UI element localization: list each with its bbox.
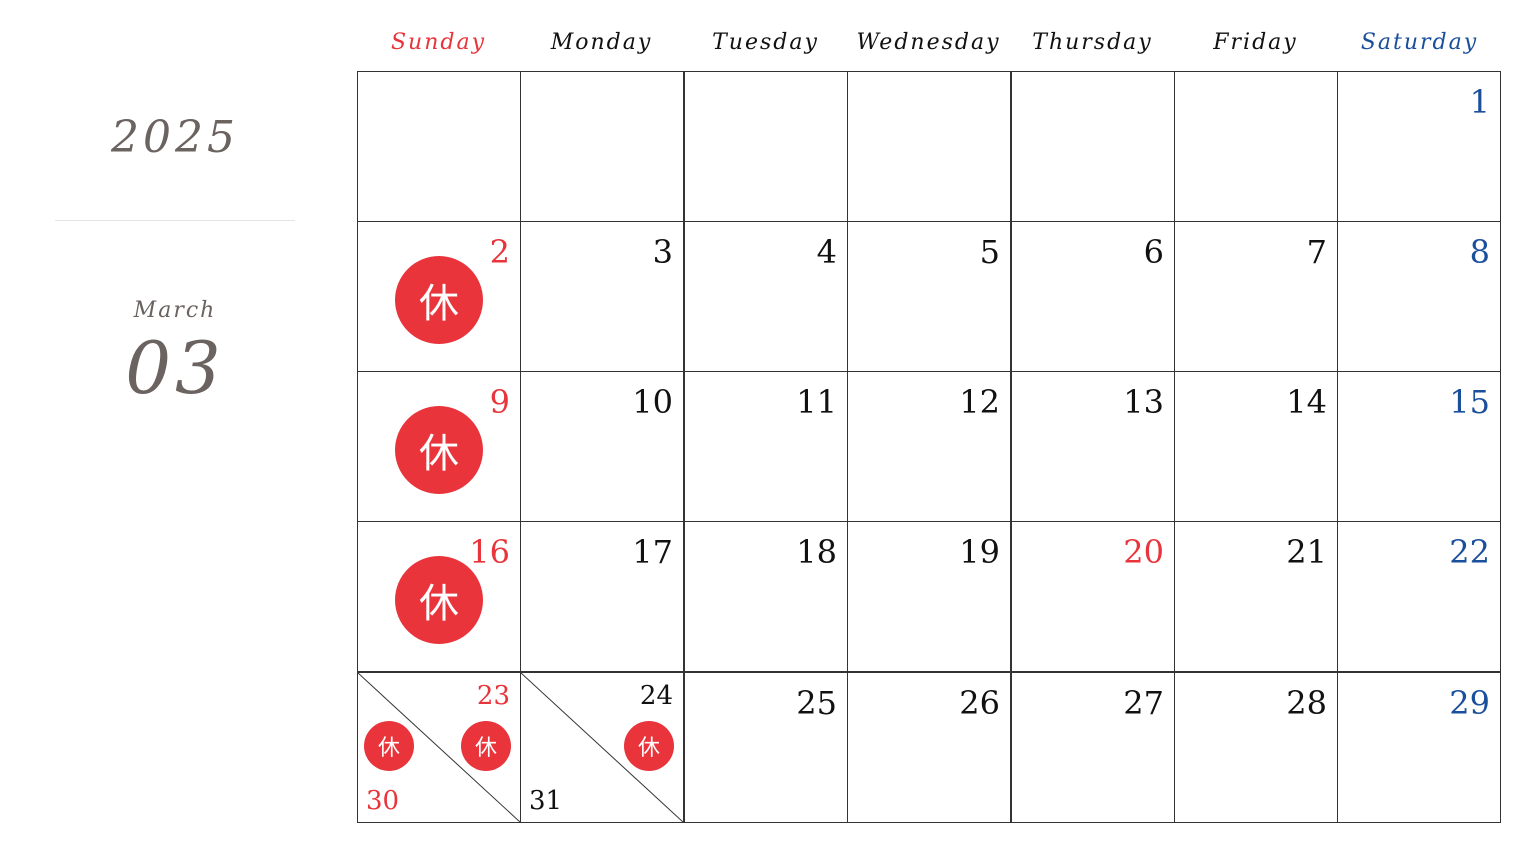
day-number: 6 (1143, 233, 1164, 271)
weekday-header-row: Sunday Monday Tuesday Wednesday Thursday… (357, 30, 1501, 66)
day-cell[interactable]: 12 (847, 371, 1011, 522)
month-number-label: 03 (125, 326, 225, 410)
day-number: 11 (796, 383, 837, 421)
closed-day-icon: 休 (395, 556, 483, 644)
closed-day-icon: 休 (395, 256, 483, 344)
day-number: 9 (489, 383, 510, 421)
day-cell[interactable]: 21 (1174, 521, 1338, 672)
day-number: 3 (652, 233, 673, 271)
weekday-saturday: Saturday (1360, 30, 1479, 55)
day-cell[interactable]: 15 (1337, 371, 1501, 522)
day-number: 10 (632, 383, 673, 421)
day-cell[interactable]: 5 (847, 221, 1011, 372)
day-cell[interactable]: 18 (684, 521, 848, 672)
day-cell[interactable] (1174, 71, 1338, 222)
day-cell[interactable]: 24 31 休 (520, 672, 684, 823)
day-number: 16 (469, 533, 510, 571)
day-cell[interactable]: 6 (1011, 221, 1175, 372)
weekday-wednesday: Wednesday (856, 30, 1001, 55)
day-cell[interactable]: 14 (1174, 371, 1338, 522)
divider (55, 220, 295, 221)
day-number: 25 (796, 684, 837, 722)
day-cell[interactable]: 17 (520, 521, 684, 672)
weekday-sunday: Sunday (390, 30, 487, 55)
day-number: 19 (959, 533, 1000, 571)
day-number: 26 (959, 684, 1000, 722)
day-cell[interactable]: 10 (520, 371, 684, 522)
day-number: 8 (1469, 233, 1490, 271)
day-cell[interactable]: 19 (847, 521, 1011, 672)
day-cell[interactable] (520, 71, 684, 222)
day-number-bottom: 30 (366, 786, 400, 816)
day-number: 28 (1286, 684, 1327, 722)
day-cell[interactable]: 16 休 (357, 521, 521, 672)
day-number: 4 (816, 233, 837, 271)
day-number: 14 (1286, 383, 1327, 421)
day-cell[interactable]: 28 (1174, 672, 1338, 823)
day-cell[interactable]: 11 (684, 371, 848, 522)
calendar-grid: 1 2 休 3 4 5 6 7 8 9 休 10 11 12 13 14 15 16 休 17 18 19 20 21 22 23… (357, 71, 1501, 823)
day-cell[interactable]: 22 (1337, 521, 1501, 672)
day-cell[interactable] (847, 71, 1011, 222)
day-number-bottom: 31 (529, 786, 563, 816)
day-cell[interactable] (1011, 71, 1175, 222)
day-number: 15 (1449, 383, 1490, 421)
day-number: 21 (1286, 533, 1327, 571)
day-cell[interactable] (684, 71, 848, 222)
day-number: 7 (1306, 233, 1327, 271)
day-cell[interactable]: 25 (684, 672, 848, 823)
day-cell[interactable] (357, 71, 521, 222)
day-cell[interactable]: 29 (1337, 672, 1501, 823)
day-cell[interactable]: 7 (1174, 221, 1338, 372)
day-number: 1 (1469, 83, 1490, 121)
day-number: 17 (632, 533, 673, 571)
month-name-label: March (133, 298, 217, 323)
day-number: 29 (1449, 684, 1490, 722)
weekday-tuesday: Tuesday (712, 30, 819, 55)
weekday-thursday: Thursday (1032, 30, 1153, 55)
weekday-monday: Monday (550, 30, 653, 55)
day-number-top: 24 (639, 681, 673, 711)
closed-day-icon: 休 (624, 721, 674, 771)
day-cell[interactable]: 3 (520, 221, 684, 372)
closed-day-icon: 休 (395, 406, 483, 494)
weekday-friday: Friday (1213, 30, 1298, 55)
day-number: 12 (959, 383, 1000, 421)
year-label: 2025 (111, 112, 239, 163)
day-cell[interactable]: 23 30 休休 (357, 672, 521, 823)
day-cell[interactable]: 1 (1337, 71, 1501, 222)
day-number: 27 (1123, 684, 1164, 722)
day-number-top: 23 (476, 681, 510, 711)
day-cell[interactable]: 27 (1011, 672, 1175, 823)
day-number: 18 (796, 533, 837, 571)
split-diagonal-line (521, 673, 683, 822)
day-cell[interactable]: 26 (847, 672, 1011, 823)
day-number: 13 (1123, 383, 1164, 421)
closed-day-icon: 休 (364, 721, 414, 771)
day-number: 2 (489, 233, 510, 271)
closed-day-icon: 休 (461, 721, 511, 771)
day-number: 5 (979, 233, 1000, 271)
day-cell[interactable]: 13 (1011, 371, 1175, 522)
split-diagonal-line (358, 673, 520, 822)
day-cell[interactable]: 8 (1337, 221, 1501, 372)
day-number: 22 (1449, 533, 1490, 571)
day-cell[interactable]: 4 (684, 221, 848, 372)
day-number: 20 (1123, 533, 1164, 571)
day-cell[interactable]: 20 (1011, 521, 1175, 672)
